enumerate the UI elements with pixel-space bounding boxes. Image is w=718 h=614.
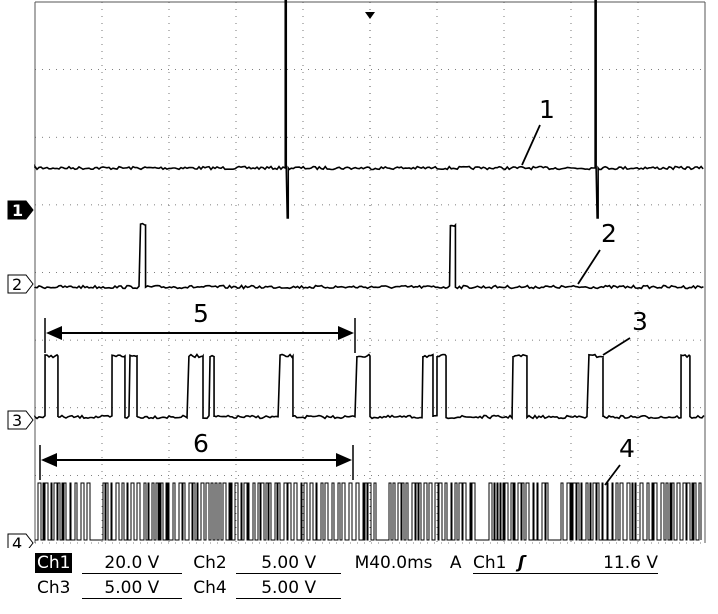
trigger-settings: Ch1 ʃ 11.6 V [472, 553, 658, 574]
arrow-5-head-right [338, 326, 354, 340]
readout-row-2: Ch3 5.00 V Ch4 5.00 V [35, 578, 342, 599]
ch4-label: Ch4 [193, 578, 227, 598]
ch2-label: Ch2 [193, 553, 227, 573]
timebase: M40.0ms [354, 553, 433, 573]
ch1-label: Ch1 [35, 553, 73, 573]
rising-edge-icon: ʃ [517, 553, 525, 573]
annotation-4: 4 [619, 434, 635, 463]
channel-4-marker [7, 533, 34, 548]
trace-2 [34, 222, 704, 290]
trigger-source: Ch1 [472, 553, 507, 573]
annotation-1: 1 [539, 95, 555, 124]
trace-3 [34, 353, 705, 421]
traces [34, 0, 705, 541]
trigger-label: A [449, 553, 462, 573]
trigger-position-marker [365, 12, 375, 19]
grid [34, 1, 706, 544]
channel-3-marker-label: 3 [12, 411, 22, 430]
ch2-scale: 5.00 V [236, 553, 342, 574]
annotations: 1 2 3 4 1 2 3 4 5 6 [7, 95, 648, 548]
channel-2-marker-label: 2 [12, 275, 22, 294]
channel-3-marker [7, 410, 34, 430]
annotation-3: 3 [632, 307, 648, 336]
readout-row-1: Ch1 20.0 V Ch2 5.00 V M40.0ms A Ch1 ʃ 11… [35, 553, 658, 574]
arrow-6-head-left [41, 453, 57, 467]
ch4-scale: 5.00 V [236, 578, 342, 599]
ch1-scale: 20.0 V [81, 553, 182, 574]
channel-2-marker [7, 274, 34, 294]
annotation-2: 2 [601, 219, 617, 248]
arrow-6-head-right [336, 453, 352, 467]
annotation-2-leader [577, 249, 601, 285]
channel-1-marker [7, 200, 34, 220]
annotation-3-leader [602, 337, 631, 356]
trace-4 [35, 482, 702, 541]
channel-1-marker-label: 1 [12, 201, 23, 220]
ch3-scale: 5.00 V [81, 578, 182, 599]
oscilloscope-screen: 1 2 3 4 1 2 3 4 5 6 [7, 0, 706, 548]
ch3-label: Ch3 [37, 578, 71, 598]
annotation-1-leader [521, 124, 541, 166]
annotation-6: 6 [193, 429, 209, 458]
trigger-level: 11.6 V [603, 553, 658, 573]
arrow-5-head-left [46, 326, 62, 340]
annotation-5: 5 [193, 299, 209, 328]
trace-1 [34, 0, 704, 219]
channel-4-marker-label: 4 [12, 534, 22, 548]
annotation-4-leader [604, 464, 621, 486]
